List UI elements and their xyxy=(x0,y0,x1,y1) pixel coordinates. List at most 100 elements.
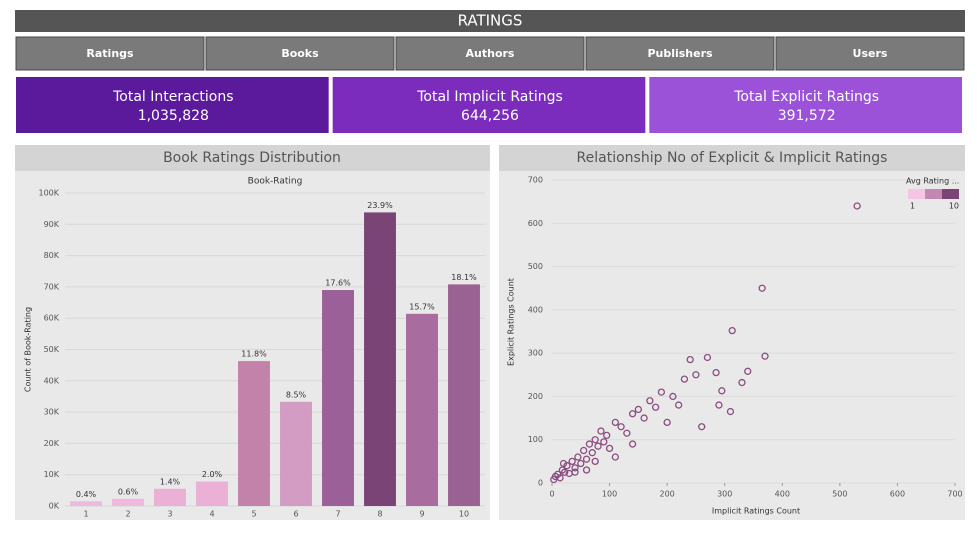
y-tick-label: 100 xyxy=(528,435,543,444)
scatter-point xyxy=(692,371,700,379)
kpi-value: 644,256 xyxy=(461,108,519,124)
scatter-point xyxy=(556,474,564,482)
scatter-point xyxy=(738,378,746,387)
header-bar xyxy=(15,10,965,32)
y-tick-label: 0K xyxy=(49,502,60,511)
x-tick-label: 100 xyxy=(602,490,617,499)
y-tick-label: 20K xyxy=(44,439,60,448)
nav-tab[interactable] xyxy=(205,36,395,71)
nav-tab-label[interactable]: Publishers xyxy=(647,47,713,60)
y-tick-label: 50K xyxy=(44,345,60,354)
scatter-point xyxy=(686,355,694,364)
scatter-point xyxy=(728,326,736,335)
kpi-card xyxy=(649,77,962,133)
scatter-point xyxy=(628,410,637,418)
bar xyxy=(280,401,312,506)
scatter-point xyxy=(703,353,712,362)
scatter-point xyxy=(646,397,654,405)
scatter-point xyxy=(617,423,625,431)
bar xyxy=(196,481,228,506)
bar-label: 18.1% xyxy=(451,273,477,282)
x-axis-title: Book-Rating xyxy=(248,177,303,187)
x-tick-label: 200 xyxy=(660,490,675,499)
scatter-point xyxy=(574,453,582,461)
y-tick-label: 500 xyxy=(528,262,543,271)
y-tick-label: 300 xyxy=(528,349,543,358)
bar-label: 23.9% xyxy=(367,201,393,210)
chart-title: Relationship No of Explicit & Implicit R… xyxy=(577,150,888,166)
x-tick-label: 1 xyxy=(83,510,88,519)
nav-tab[interactable] xyxy=(395,36,585,71)
scatter-point xyxy=(744,367,752,375)
x-tick-label: 700 xyxy=(947,490,962,499)
header-title: RATINGS xyxy=(458,12,523,30)
y-tick-label: 100K xyxy=(38,189,59,198)
bar-label: 17.6% xyxy=(325,279,351,288)
legend-swatch xyxy=(925,189,942,199)
x-axis-title: Implicit Ratings Count xyxy=(712,507,800,516)
bar xyxy=(406,313,438,506)
bar xyxy=(238,361,270,506)
scatter-point xyxy=(628,440,637,448)
bar-label: 15.7% xyxy=(409,302,435,311)
y-axis-title: Count of Book-Rating xyxy=(24,307,33,392)
nav-tab[interactable] xyxy=(775,36,965,71)
y-tick-label: 40K xyxy=(44,376,60,385)
scatter-point xyxy=(585,440,594,448)
legend-title: Avg Rating ... xyxy=(906,177,959,186)
nav-tab[interactable] xyxy=(585,36,775,71)
kpi-label: Total Interactions xyxy=(112,89,233,105)
y-tick-label: 700 xyxy=(528,176,543,185)
panel-title-bar xyxy=(499,145,965,171)
x-tick-label: 7 xyxy=(335,510,340,519)
nav-tab[interactable] xyxy=(15,36,205,71)
bar xyxy=(154,488,186,506)
bar-label: 8.5% xyxy=(286,390,307,399)
y-tick-label: 600 xyxy=(528,219,543,228)
x-tick-label: 0 xyxy=(549,490,554,499)
x-tick-label: 3 xyxy=(167,510,172,519)
scatter-point xyxy=(640,414,648,422)
scatter-point xyxy=(594,442,602,450)
legend-min: 1 xyxy=(910,202,915,211)
y-tick-label: 90K xyxy=(44,220,60,229)
scatter-point xyxy=(663,418,671,427)
nav-tab-label[interactable]: Authors xyxy=(466,47,515,60)
y-axis-title: Explicit Ratings Count xyxy=(507,278,516,366)
scatter-point xyxy=(623,429,631,437)
panel-title-bar xyxy=(15,145,490,171)
nav-tab-label[interactable]: Ratings xyxy=(86,47,134,60)
scatter-point xyxy=(611,418,619,427)
scatter-point xyxy=(561,468,569,476)
scatter-point xyxy=(582,466,591,474)
y-tick-label: 70K xyxy=(44,282,60,291)
legend-swatch xyxy=(908,189,925,199)
scatter-point xyxy=(634,405,643,414)
x-tick-label: 10 xyxy=(459,510,469,519)
x-tick-label: 4 xyxy=(209,510,214,519)
scatter-point xyxy=(582,455,591,463)
x-tick-label: 8 xyxy=(377,510,382,519)
scatter-point xyxy=(718,387,726,395)
kpi-card xyxy=(16,77,329,133)
bar-label: 1.4% xyxy=(160,477,181,486)
scatter-point xyxy=(669,392,677,401)
y-tick-label: 80K xyxy=(44,251,60,260)
y-tick-label: 30K xyxy=(44,408,60,417)
bar xyxy=(448,284,480,506)
legend-swatch xyxy=(942,189,959,199)
scatter-point xyxy=(657,388,666,396)
scatter-point xyxy=(600,438,608,446)
x-tick-label: 6 xyxy=(293,510,298,519)
scatter-point xyxy=(603,431,611,440)
kpi-label: Total Implicit Ratings xyxy=(416,89,563,105)
bar xyxy=(112,498,144,506)
scatter-point xyxy=(715,401,723,409)
scatter-point xyxy=(712,368,720,377)
x-tick-label: 600 xyxy=(890,490,905,499)
nav-tab-label[interactable]: Users xyxy=(853,47,888,60)
nav-tab-label[interactable]: Books xyxy=(281,47,319,60)
scatter-point xyxy=(853,202,861,210)
scatter-point xyxy=(611,453,619,461)
